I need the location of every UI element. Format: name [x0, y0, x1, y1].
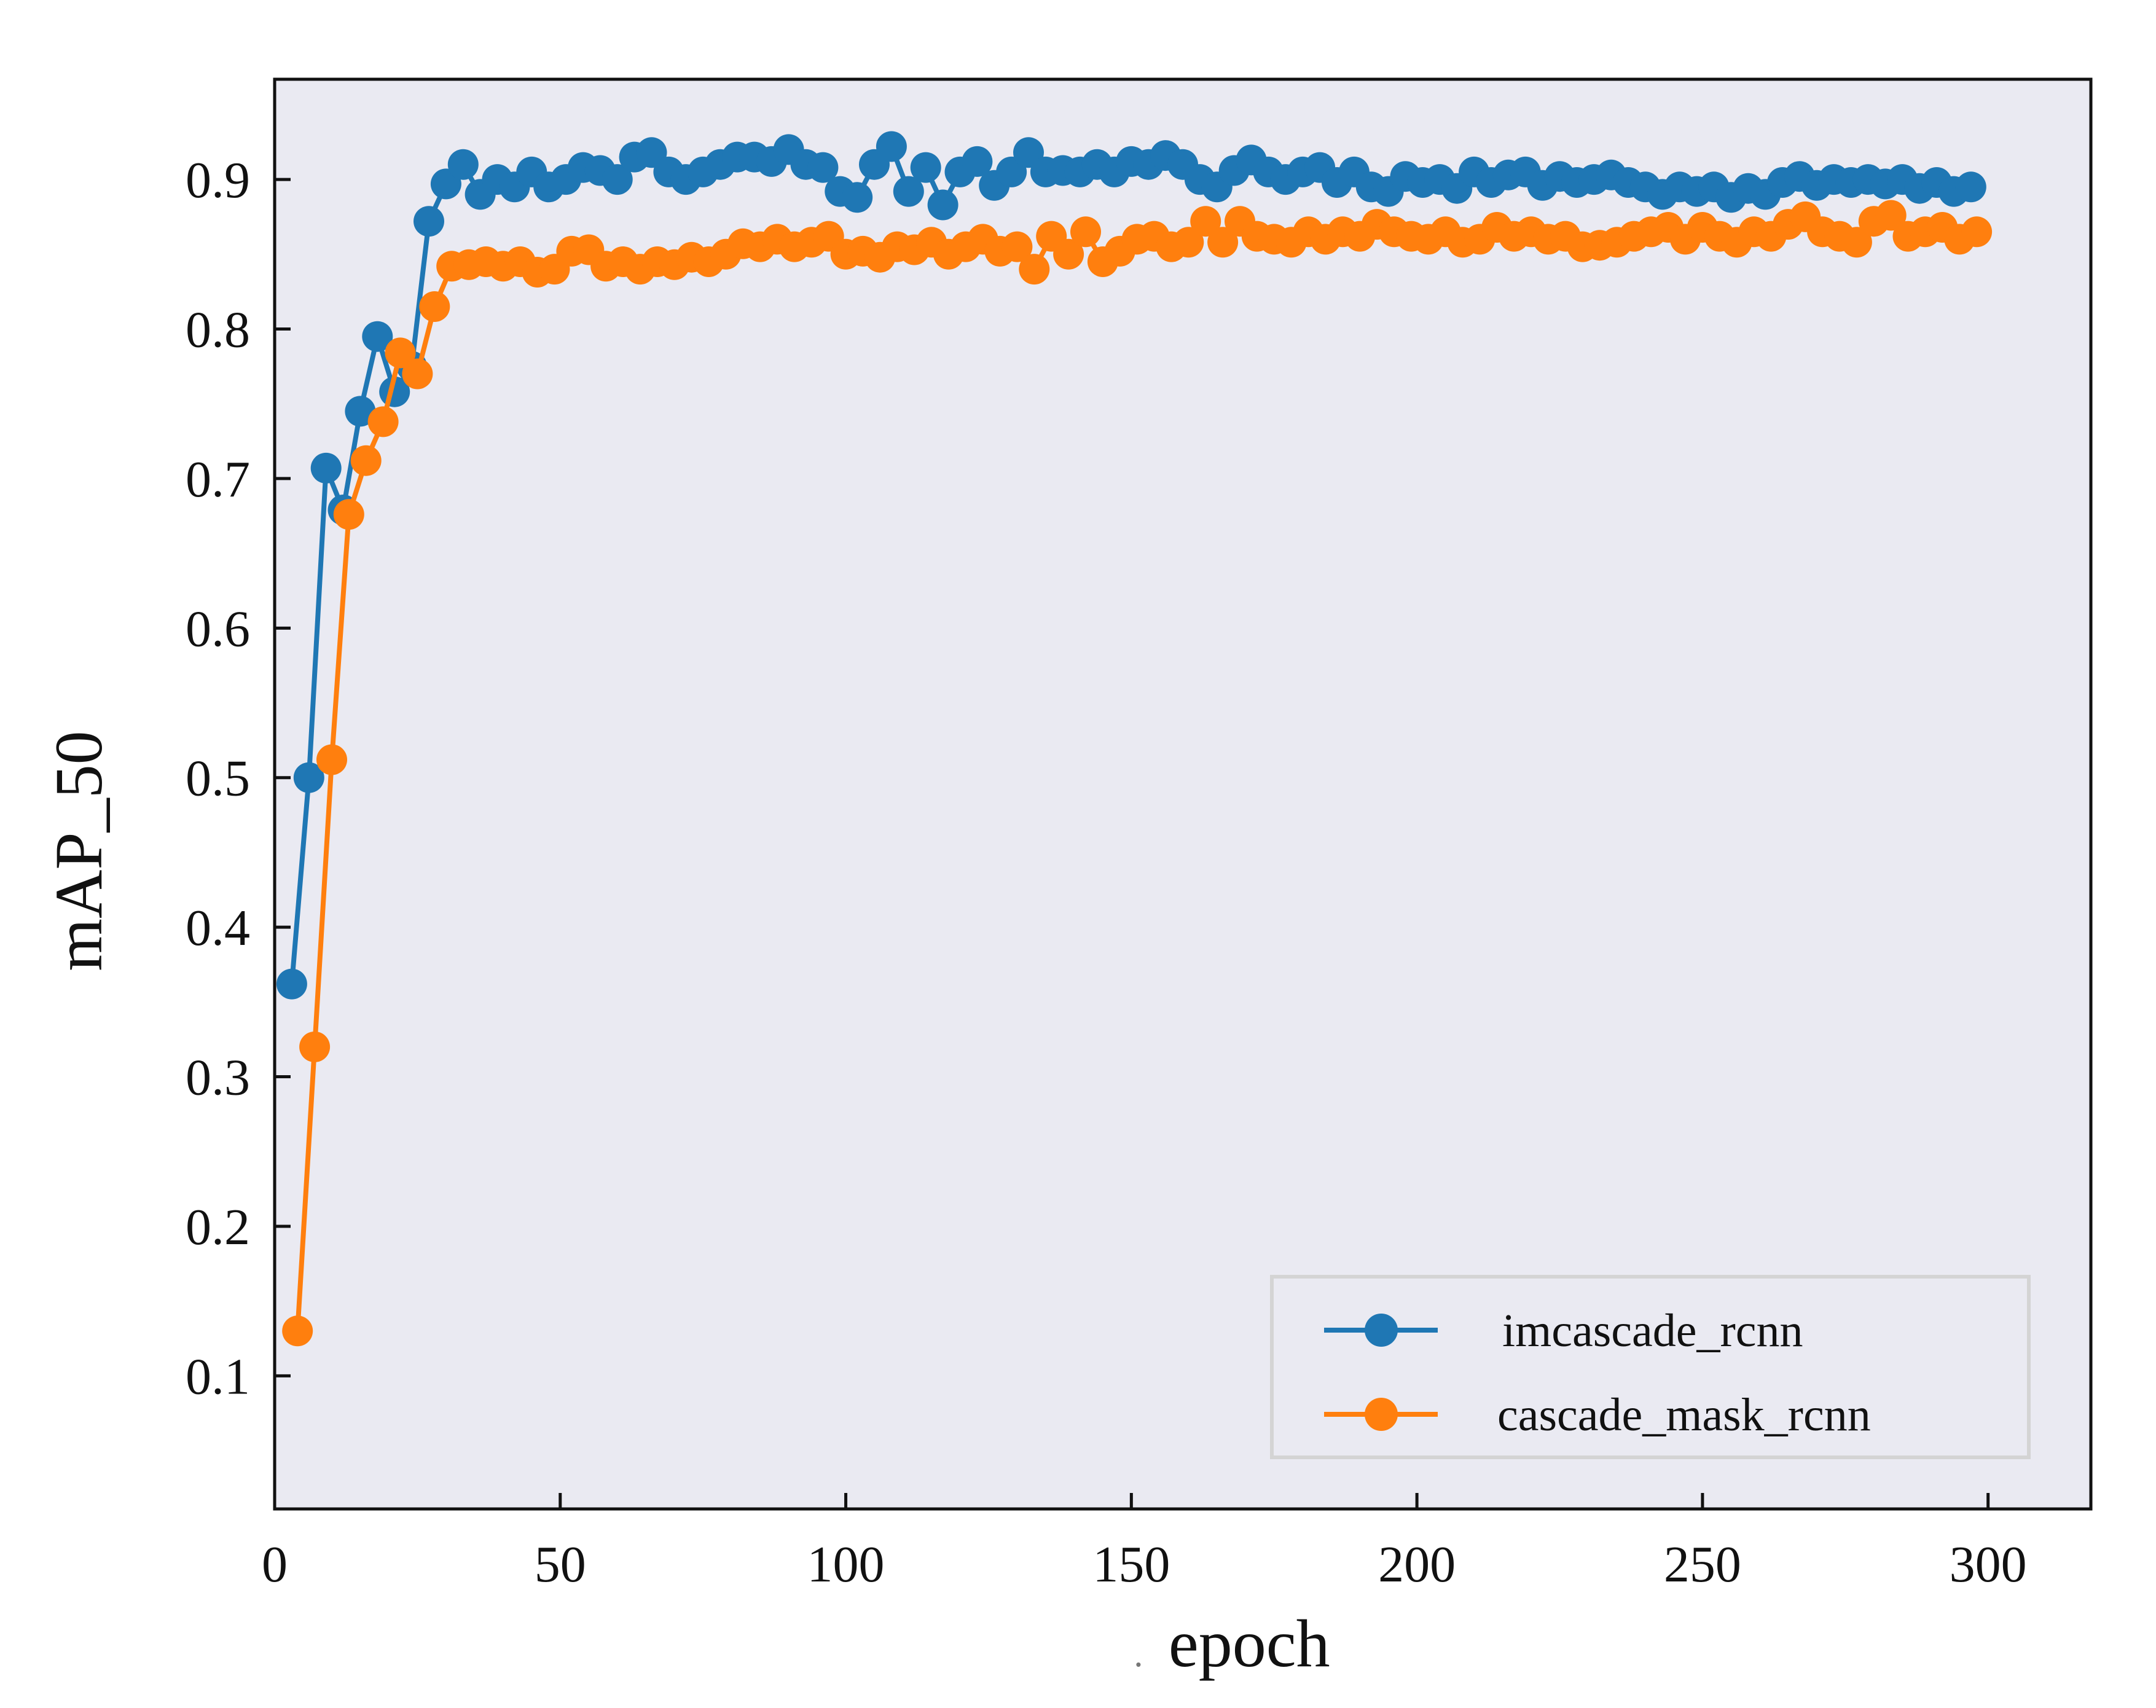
data-point	[1002, 231, 1033, 262]
data-point	[962, 146, 993, 177]
legend-label: imcascade_rcnn	[1502, 1305, 1803, 1357]
legend: imcascade_rcnn cascade_mask_rcnn	[1270, 1275, 2031, 1459]
series-cascade_mask_rcnn	[282, 200, 1993, 1347]
data-point	[345, 396, 376, 427]
y-tick-label: 0.8	[186, 301, 250, 358]
data-point	[362, 321, 393, 352]
x-axis: 0 50 100 150 200 250 300	[262, 1493, 2027, 1593]
legend-entry: imcascade_rcnn	[1324, 1305, 1803, 1357]
data-point	[1053, 238, 1084, 270]
data-point	[419, 291, 450, 322]
data-point	[367, 406, 399, 437]
data-point	[807, 152, 839, 183]
data-point	[893, 176, 924, 207]
legend-marker	[1365, 1398, 1398, 1431]
data-point	[927, 189, 958, 221]
data-point	[316, 744, 347, 775]
legend-label: cascade_mask_rcnn	[1497, 1389, 1871, 1441]
plot-background	[275, 79, 2091, 1509]
data-point	[385, 337, 416, 369]
plot-frame	[273, 77, 2093, 1511]
data-point	[282, 1315, 313, 1347]
x-axis-title-prefix: .	[1134, 1634, 1143, 1674]
legend-entries: imcascade_rcnn cascade_mask_rcnn	[1324, 1305, 1871, 1441]
y-tick-label: 0.9	[186, 152, 250, 209]
x-tick-label: 150	[1092, 1536, 1170, 1593]
x-axis-title-text: epoch	[1169, 1606, 1330, 1681]
y-axis-title: mAP_50	[41, 731, 116, 971]
x-tick-label: 0	[262, 1536, 288, 1593]
data-point	[402, 358, 433, 390]
data-point	[876, 131, 907, 162]
x-tick-label: 50	[535, 1536, 586, 1593]
y-tick-label: 0.4	[186, 899, 250, 957]
data-point	[1875, 200, 1907, 231]
data-point	[447, 149, 479, 180]
legend-marker	[1365, 1314, 1398, 1347]
data-point	[1173, 227, 1204, 258]
legend-box	[1270, 1275, 2031, 1459]
x-tick-label: 250	[1664, 1536, 1741, 1593]
data-point	[842, 182, 873, 213]
x-tick-label: 200	[1378, 1536, 1456, 1593]
y-tick-label: 0.3	[186, 1049, 250, 1107]
series-layer	[276, 131, 1993, 1347]
data-point	[350, 445, 382, 476]
data-point	[1207, 227, 1239, 258]
data-point	[310, 452, 342, 484]
data-point	[1841, 227, 1872, 258]
data-point	[1961, 216, 1993, 248]
x-tick-label: 300	[1950, 1536, 2027, 1593]
legend-entry: cascade_mask_rcnn	[1324, 1389, 1871, 1441]
x-tick-label: 100	[807, 1536, 885, 1593]
y-axis: 0.1 0.2 0.3 0.4 0.5 0.6 0.7 0.8 0.9	[186, 152, 291, 1405]
data-point	[1019, 254, 1050, 285]
data-point	[276, 968, 307, 1000]
data-point	[1955, 171, 1986, 203]
data-point	[333, 499, 364, 530]
series-imcascade_rcnn	[276, 131, 1986, 1000]
y-tick-label: 0.5	[186, 750, 250, 807]
data-point	[414, 206, 444, 237]
data-point	[1070, 216, 1101, 248]
y-tick-label: 0.2	[186, 1199, 250, 1256]
y-tick-label: 0.7	[186, 451, 250, 508]
y-tick-label: 0.1	[186, 1348, 250, 1405]
x-axis-title: . epoch	[1134, 1606, 1330, 1681]
data-point	[293, 762, 324, 793]
data-point	[299, 1031, 331, 1062]
data-point	[910, 152, 941, 183]
data-point	[602, 164, 633, 195]
y-tick-label: 0.6	[186, 600, 250, 657]
data-point	[1190, 206, 1221, 237]
